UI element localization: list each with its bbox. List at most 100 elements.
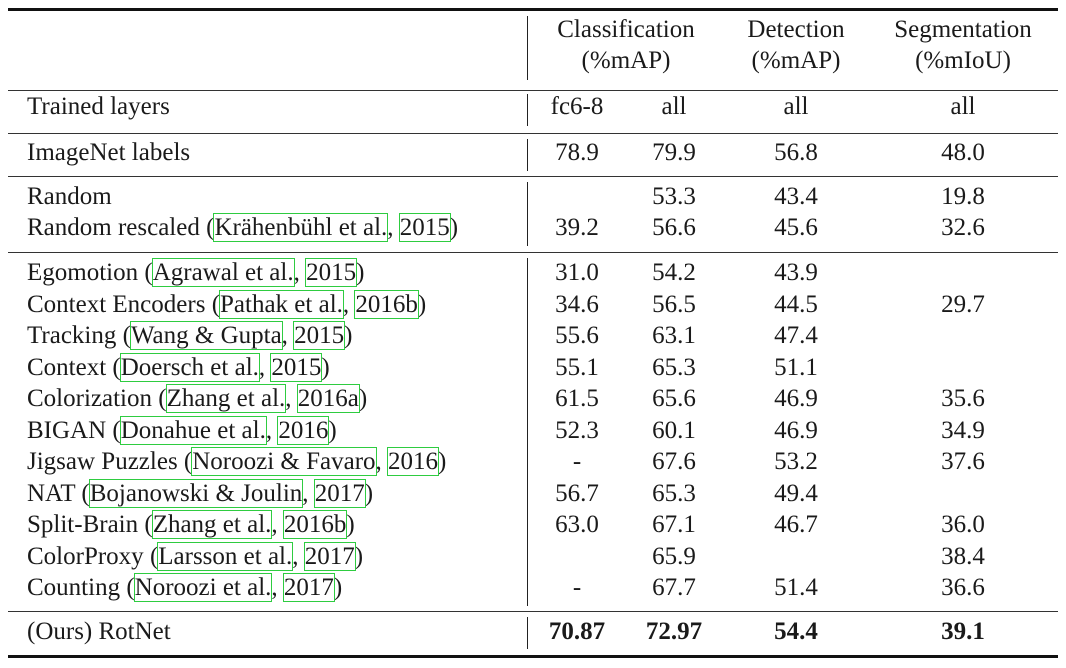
method-label: Egomotion (Agrawal et al., 2015) <box>27 258 365 287</box>
method-value: 35.6 <box>941 385 985 412</box>
method-label: Counting (Noroozi et al., 2017) <box>27 573 343 602</box>
ours-value: 70.87 <box>548 618 606 645</box>
header-rule <box>8 90 1058 91</box>
citation-authors: Bojanowski & Joulin <box>88 478 304 508</box>
method-value: 52.3 <box>555 416 599 444</box>
method-value: 63.1 <box>652 322 696 349</box>
method-value: 60.1 <box>652 416 696 444</box>
method-label: BIGAN (Donahue et al., 2016) <box>27 415 337 445</box>
random-rule <box>8 252 1058 253</box>
method-value: 37.6 <box>941 448 985 475</box>
citation-year: 2016 <box>277 415 330 445</box>
method-value: 61.5 <box>555 385 599 412</box>
method-name: Counting <box>27 574 121 601</box>
trained-layers-label: Trained layers <box>27 93 170 120</box>
method-name: BIGAN <box>27 416 107 444</box>
method-label: Tracking (Wang & Gupta, 2015) <box>27 321 353 350</box>
method-value: 38.4 <box>941 542 985 570</box>
ours-label: (Ours) RotNet <box>27 618 171 645</box>
method-label: Random <box>27 182 112 212</box>
method-name: Split-Brain <box>27 511 139 538</box>
method-label: Context (Doersch et al., 2015) <box>27 352 330 382</box>
method-label: Random rescaled (Krähenbühl et al., 2015… <box>27 213 459 242</box>
citation-authors: Zhang et al. <box>165 384 287 413</box>
citation-year: 2017 <box>282 573 335 602</box>
citation-authors: Agrawal et al. <box>151 258 295 287</box>
trained-layers-value: all <box>783 93 809 120</box>
method-value: 67.1 <box>652 511 696 538</box>
method-value: 63.0 <box>555 511 599 538</box>
method-value: 36.6 <box>941 574 985 601</box>
method-value: 43.9 <box>774 259 818 286</box>
column-separator <box>527 16 528 80</box>
method-name: ColorProxy <box>27 542 144 570</box>
method-value: 51.4 <box>774 574 818 601</box>
layers-rule <box>8 133 1058 134</box>
method-value: 65.3 <box>652 479 696 507</box>
header-segmentation-unit: (%mIoU) <box>915 47 1011 74</box>
method-value: 43.4 <box>774 183 818 210</box>
method-name: Jigsaw Puzzles <box>27 448 178 475</box>
ours-value: 72.97 <box>645 618 703 645</box>
imagenet-value: 56.8 <box>774 139 818 166</box>
method-value: 53.2 <box>774 448 818 475</box>
imagenet-label: ImageNet labels <box>27 139 191 166</box>
header-classification: Classification <box>557 16 695 43</box>
method-value: 29.7 <box>941 290 985 318</box>
citation-authors: Noroozi & Favaro <box>191 447 377 476</box>
citation-authors: Doersch et al. <box>119 352 260 382</box>
method-value: - <box>572 574 582 601</box>
method-name: Tracking <box>27 322 117 349</box>
column-separator <box>527 94 528 126</box>
method-value: - <box>572 448 582 475</box>
imagenet-value: 79.9 <box>652 139 696 166</box>
method-value: 51.1 <box>774 353 818 381</box>
method-value: 65.6 <box>652 385 696 412</box>
header-segmentation: Segmentation <box>894 16 1032 43</box>
method-value: 31.0 <box>555 259 599 286</box>
method-value: 53.3 <box>652 183 696 210</box>
citation-year: 2015 <box>270 352 323 382</box>
method-name: Random <box>27 183 112 210</box>
method-name: NAT <box>27 479 76 507</box>
bottom-rule <box>8 655 1058 658</box>
citation-year: 2015 <box>398 213 451 242</box>
method-value: 46.9 <box>774 416 818 444</box>
method-label: Colorization (Zhang et al., 2016a) <box>27 384 368 413</box>
method-value: 46.9 <box>774 385 818 412</box>
imagenet-value: 78.9 <box>555 139 599 166</box>
method-value: 65.9 <box>652 542 696 570</box>
methods-rule <box>8 611 1058 612</box>
trained-layers-value: all <box>950 93 976 120</box>
ours-value: 39.1 <box>941 618 985 645</box>
citation-authors: Wang & Gupta <box>129 321 283 350</box>
method-label: ColorProxy (Larsson et al., 2017) <box>27 541 364 571</box>
ours-value: 54.4 <box>774 618 818 645</box>
method-value: 44.5 <box>774 290 818 318</box>
column-separator <box>527 182 528 246</box>
method-name: Egomotion <box>27 259 139 286</box>
imagenet-value: 48.0 <box>941 139 985 166</box>
header-classification-unit: (%mAP) <box>581 47 671 74</box>
citation-year: 2017 <box>303 541 356 571</box>
citation-year: 2017 <box>313 478 366 508</box>
citation-year: 2015 <box>305 258 358 287</box>
method-value: 46.7 <box>774 511 818 538</box>
column-separator <box>527 139 528 171</box>
column-separator <box>527 258 528 606</box>
citation-authors: Donahue et al. <box>119 415 267 445</box>
method-value: 56.7 <box>555 479 599 507</box>
top-rule <box>8 8 1058 11</box>
method-value: 34.6 <box>555 290 599 318</box>
method-value: 56.6 <box>652 214 696 241</box>
method-value: 32.6 <box>941 214 985 241</box>
method-value: 67.6 <box>652 448 696 475</box>
citation-year: 2015 <box>293 321 346 350</box>
method-value: 65.3 <box>652 353 696 381</box>
method-value: 36.0 <box>941 511 985 538</box>
citation-authors: Zhang et al. <box>151 510 273 539</box>
method-label: NAT (Bojanowski & Joulin, 2017) <box>27 478 374 508</box>
citation-authors: Pathak et al. <box>219 289 344 319</box>
method-label: Split-Brain (Zhang et al., 2016b) <box>27 510 355 539</box>
